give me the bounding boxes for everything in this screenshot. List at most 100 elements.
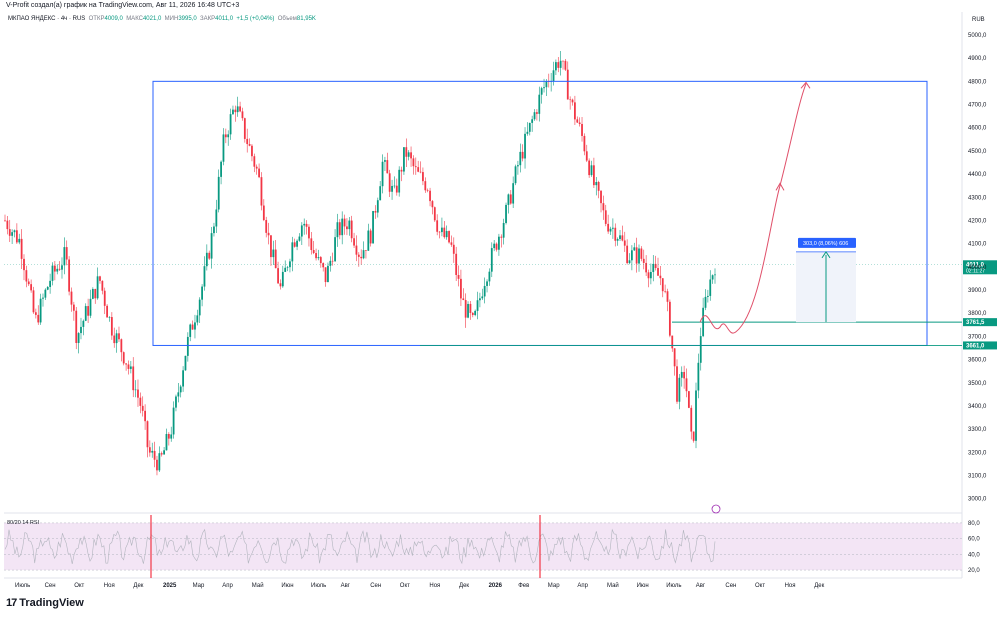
candle-body [642,258,645,263]
candle-body [685,378,688,392]
low-value: 3995,0 [178,16,197,22]
candle-body [398,169,401,193]
candle-body [331,260,334,262]
candle-body [391,185,393,192]
candle-body [20,238,23,259]
candle-body [699,336,702,363]
candle-body [388,173,391,192]
candle-body [8,229,11,236]
candle-body [457,274,460,279]
candle-body [469,303,472,313]
candle-body [376,200,379,213]
candle-body [595,182,598,186]
candle-body [91,288,94,299]
candle-body [619,235,621,239]
candle-body [393,185,396,187]
candle-body [336,222,339,238]
level-2-tag-bg [963,341,997,350]
candle-body [208,252,211,259]
candle-body [661,278,664,292]
level-2-tag: 3661,0 [966,343,985,349]
candle-body [649,271,652,279]
open-value: 4009,0 [104,16,123,22]
candle-body [44,289,47,298]
candle-body [559,60,562,68]
candle-body [113,335,116,344]
candle-body [588,160,591,176]
candle-body [555,62,557,71]
candle-body [96,276,99,299]
y-tick-label: 3000,0 [968,497,987,503]
candle-body [305,223,308,227]
candle-body [220,161,222,177]
candle-body [381,161,384,187]
candle-body [196,315,199,323]
candle-body [486,281,488,286]
rsi-level-label: 60,0 [968,537,980,543]
candle-body [690,407,693,432]
candle-body [262,205,265,221]
candle-body [543,87,545,89]
candle-body [308,226,310,239]
candle-body [65,247,68,260]
candle-body [348,220,351,230]
candle-body [517,165,519,167]
x-tick-label: Мар [193,583,205,589]
candle-body [357,254,360,257]
candle-body [258,168,260,178]
candle-body [611,227,614,229]
candle-body [597,182,600,191]
candle-body [507,194,510,205]
candle-body [236,106,239,113]
candle-body [315,253,317,259]
candle-body [274,249,277,269]
candle-body [184,355,187,371]
candle-body [583,135,586,152]
candle-body [557,62,560,68]
x-tick-label: Апр [222,583,233,589]
candle-body [640,248,643,259]
candle-body [414,166,417,168]
candle-body [215,209,218,227]
high-value: 4021,0 [142,16,162,22]
candle-body [609,228,612,232]
candle-body [429,190,431,202]
candle-body [141,405,144,411]
candle-body [51,265,54,281]
candle-body [581,124,583,136]
candle-body [296,240,298,247]
candle-body [148,447,151,453]
candle-body [229,114,232,135]
candle-body [519,151,522,166]
candle-body [374,211,377,213]
candle-body [657,268,659,276]
volume-value: 81,95K [296,16,316,22]
candle-body [25,270,28,282]
candle-body [260,177,263,206]
y-tick-label: 3600,0 [968,358,987,364]
candle-body [182,370,184,387]
candle-body [217,176,220,210]
projection-arrow-head [800,81,811,89]
candle-body [222,134,225,162]
candle-body [479,298,481,301]
symbol-title[interactable]: МКПАО ЯНДЕКС · 4ч · RUS [8,16,86,22]
candle-body [564,60,567,70]
candle-body [203,266,206,287]
candle-body [46,286,49,290]
candle-body [626,245,629,264]
candle-body [265,220,268,233]
last-price-tag-bg [963,260,997,275]
y-tick-label: 4800,0 [968,79,987,85]
candle-body [327,265,329,283]
y-tick-label: 4300,0 [968,195,987,201]
candle-body [673,348,676,367]
candle-body [647,272,650,279]
candle-body [635,247,638,264]
close-value: 4011,0 [215,16,234,22]
candle-body [310,238,313,251]
candle-body [239,106,241,112]
candle-body [281,271,284,287]
candle-body [56,268,59,272]
